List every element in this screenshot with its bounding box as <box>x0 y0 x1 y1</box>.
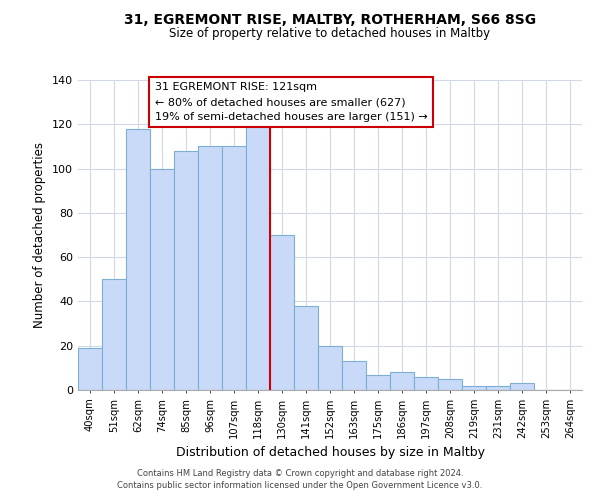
Y-axis label: Number of detached properties: Number of detached properties <box>34 142 46 328</box>
Text: Contains HM Land Registry data © Crown copyright and database right 2024.: Contains HM Land Registry data © Crown c… <box>137 468 463 477</box>
Bar <box>342 361 366 390</box>
Bar <box>318 346 342 390</box>
Bar <box>462 386 486 390</box>
Bar <box>270 235 294 390</box>
Bar <box>246 96 270 390</box>
Bar <box>102 280 126 390</box>
Text: 31, EGREMONT RISE, MALTBY, ROTHERHAM, S66 8SG: 31, EGREMONT RISE, MALTBY, ROTHERHAM, S6… <box>124 12 536 26</box>
Bar <box>294 306 318 390</box>
Bar <box>414 376 438 390</box>
Text: 31 EGREMONT RISE: 121sqm
← 80% of detached houses are smaller (627)
19% of semi-: 31 EGREMONT RISE: 121sqm ← 80% of detach… <box>155 82 428 122</box>
Bar <box>390 372 414 390</box>
Bar <box>366 374 390 390</box>
Bar <box>78 348 102 390</box>
Bar <box>126 128 150 390</box>
Bar <box>438 379 462 390</box>
Text: Contains public sector information licensed under the Open Government Licence v3: Contains public sector information licen… <box>118 481 482 490</box>
Text: Size of property relative to detached houses in Maltby: Size of property relative to detached ho… <box>169 28 491 40</box>
Bar <box>174 151 198 390</box>
Bar <box>198 146 222 390</box>
Bar <box>150 168 174 390</box>
Bar <box>222 146 246 390</box>
Bar <box>510 384 534 390</box>
Bar <box>486 386 510 390</box>
X-axis label: Distribution of detached houses by size in Maltby: Distribution of detached houses by size … <box>176 446 485 460</box>
